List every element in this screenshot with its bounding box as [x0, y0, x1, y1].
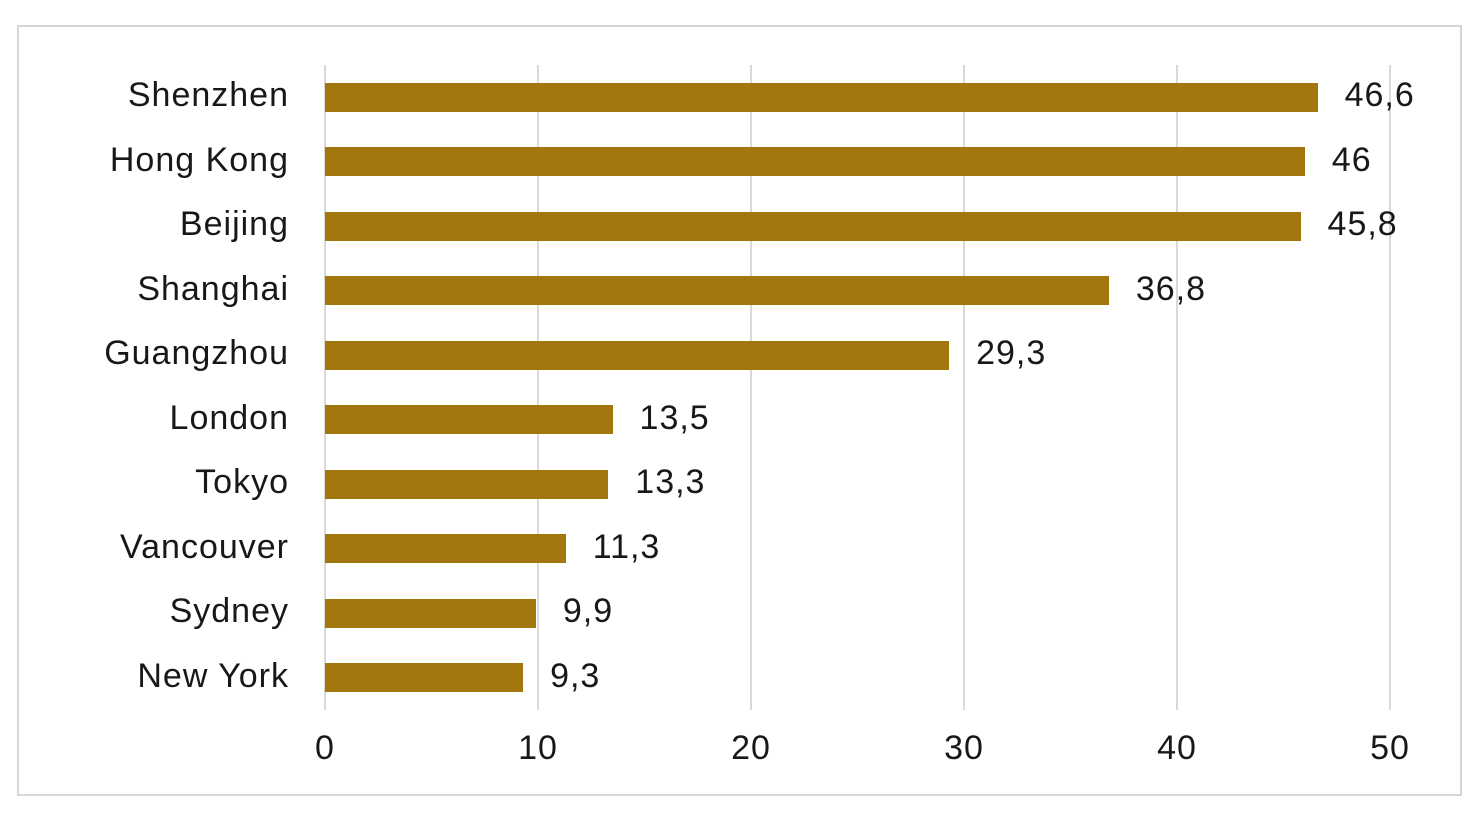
gridline-x-20 — [750, 65, 752, 710]
x-axis-tick-label-40: 40 — [1157, 729, 1197, 767]
gridline-x-40 — [1176, 65, 1178, 710]
x-axis-tick-label-10: 10 — [518, 729, 558, 767]
value-label-guangzhou: 29,3 — [976, 334, 1047, 373]
x-axis-tick-label-50: 50 — [1370, 729, 1410, 767]
gridline-x-0 — [324, 65, 326, 710]
bar-vancouver — [325, 534, 566, 564]
bar-tokyo — [325, 469, 609, 499]
category-label-hong-kong: Hong Kong — [109, 140, 289, 179]
category-label-beijing: Beijing — [179, 205, 289, 244]
value-label-new-york: 9,3 — [550, 656, 601, 695]
bar-guangzhou — [325, 340, 950, 370]
value-label-shenzhen: 46,6 — [1344, 76, 1415, 115]
bar-beijing — [325, 211, 1301, 241]
gridline-x-10 — [537, 65, 539, 710]
gridline-x-30 — [963, 65, 965, 710]
x-axis-tick-label-0: 0 — [315, 729, 335, 767]
bar-shanghai — [325, 276, 1109, 306]
bar-new-york — [325, 663, 524, 693]
value-label-tokyo: 13,3 — [635, 463, 706, 502]
bar-sydney — [325, 598, 536, 628]
bar-shenzhen — [325, 82, 1318, 112]
category-label-shanghai: Shanghai — [137, 269, 289, 308]
category-label-tokyo: Tokyo — [195, 463, 289, 502]
category-label-guangzhou: Guangzhou — [104, 334, 289, 373]
value-label-beijing: 45,8 — [1327, 205, 1398, 244]
value-label-hong-kong: 46 — [1331, 140, 1372, 179]
value-label-vancouver: 11,3 — [592, 527, 661, 566]
chart-frame: Shenzhen 46,6 Hong Kong 46 Beijing 45,8 Shangh… — [17, 25, 1462, 796]
bar-hong-kong — [325, 147, 1305, 177]
category-label-sydney: Sydney — [169, 592, 289, 631]
category-label-shenzhen: Shenzhen — [127, 76, 289, 115]
gridline-x-50 — [1389, 65, 1391, 710]
category-label-vancouver: Vancouver — [119, 527, 289, 566]
category-label-london: London — [169, 398, 289, 437]
category-label-new-york: New York — [137, 656, 289, 695]
x-axis-tick-label-20: 20 — [731, 729, 771, 767]
bar-london — [325, 405, 613, 435]
value-label-sydney: 9,9 — [562, 592, 614, 631]
value-label-shanghai: 36,8 — [1135, 269, 1207, 308]
value-label-london: 13,5 — [639, 398, 710, 437]
x-axis-tick-label-30: 30 — [944, 729, 984, 767]
